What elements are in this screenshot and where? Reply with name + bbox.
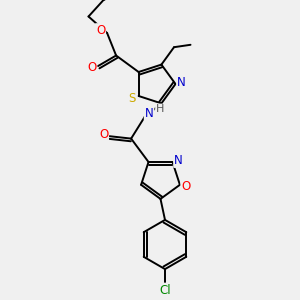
Text: Cl: Cl: [159, 284, 171, 297]
Text: O: O: [87, 61, 96, 74]
Text: O: O: [96, 24, 105, 37]
Text: N: N: [174, 154, 183, 167]
Text: H: H: [156, 104, 164, 115]
Text: S: S: [128, 92, 136, 105]
Text: O: O: [99, 128, 108, 141]
Text: O: O: [181, 180, 190, 193]
Text: N: N: [145, 107, 154, 120]
Text: N: N: [177, 76, 186, 89]
